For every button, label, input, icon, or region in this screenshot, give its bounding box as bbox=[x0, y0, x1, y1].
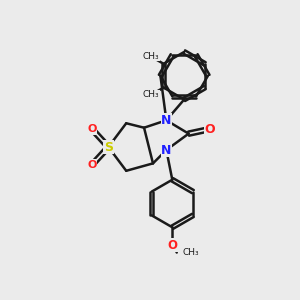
Text: O: O bbox=[204, 123, 215, 136]
Text: N: N bbox=[161, 143, 172, 157]
Text: N: N bbox=[161, 114, 172, 127]
Text: O: O bbox=[167, 238, 177, 252]
Text: S: S bbox=[104, 140, 113, 154]
Text: O: O bbox=[87, 160, 97, 170]
Text: CH₃: CH₃ bbox=[183, 248, 199, 257]
Text: O: O bbox=[87, 124, 97, 134]
Text: CH₃: CH₃ bbox=[143, 90, 160, 99]
Text: CH₃: CH₃ bbox=[143, 52, 160, 61]
